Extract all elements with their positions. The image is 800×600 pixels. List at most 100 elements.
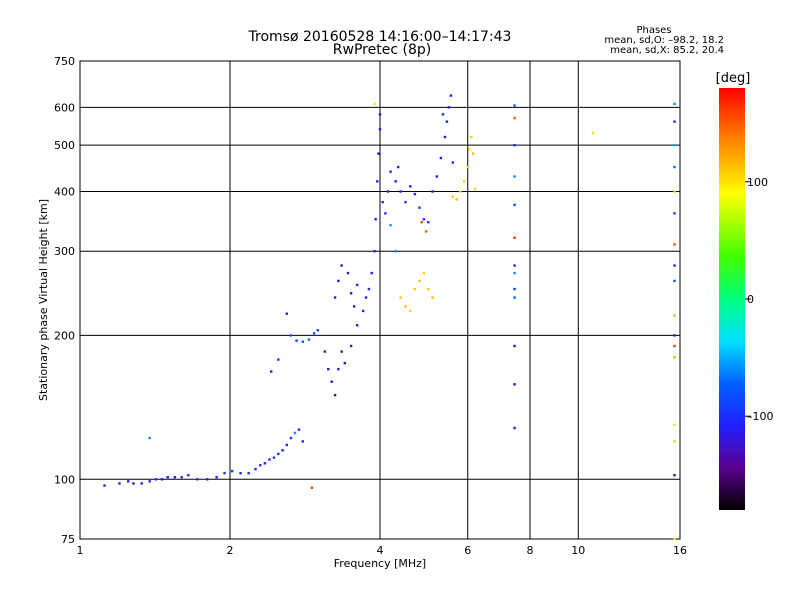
data-point xyxy=(513,426,516,430)
data-point xyxy=(673,102,676,106)
data-point xyxy=(239,471,242,475)
data-point xyxy=(513,203,516,207)
data-point xyxy=(180,476,183,479)
data-point xyxy=(451,161,455,164)
data-point xyxy=(409,185,412,188)
data-point xyxy=(166,476,169,479)
data-point xyxy=(513,236,516,240)
data-point xyxy=(591,131,595,135)
stats-line-o: mean, sd,O: –98.2, 18.2 xyxy=(604,35,724,46)
data-point xyxy=(513,383,516,386)
data-point xyxy=(367,287,371,291)
data-point xyxy=(673,212,676,215)
data-point xyxy=(254,467,257,471)
x-tick-label: 8 xyxy=(527,544,534,557)
data-point xyxy=(404,200,407,204)
data-point xyxy=(316,329,319,332)
data-point xyxy=(272,456,276,459)
data-point xyxy=(389,170,392,173)
x-tick-label: 2 xyxy=(227,544,234,557)
data-point xyxy=(673,314,676,317)
data-point xyxy=(277,358,280,361)
data-point xyxy=(673,165,676,169)
data-point xyxy=(422,218,426,221)
data-point xyxy=(399,296,402,299)
y-axis-label: Stationary phase Virtual Height [km] xyxy=(37,199,50,401)
colorbar xyxy=(719,88,745,510)
data-point xyxy=(160,478,164,481)
data-point xyxy=(148,436,151,440)
data-point xyxy=(355,324,359,327)
data-point xyxy=(301,440,305,443)
data-point xyxy=(310,486,314,489)
x-tick-label: 1 xyxy=(77,544,84,557)
data-point xyxy=(389,224,392,227)
data-point xyxy=(673,143,676,147)
data-point xyxy=(346,271,350,275)
data-point xyxy=(205,478,209,481)
data-point xyxy=(277,452,280,456)
data-point xyxy=(268,458,271,461)
data-point xyxy=(413,192,417,196)
data-point xyxy=(373,102,376,106)
chart-subtitle: RwPretec (8p) xyxy=(333,42,431,58)
data-point xyxy=(468,148,471,151)
data-point xyxy=(435,175,438,178)
data-point xyxy=(333,296,337,299)
data-point xyxy=(445,120,449,123)
colorbar-tick-label: 0 xyxy=(747,293,754,306)
data-point xyxy=(118,482,121,485)
data-point xyxy=(374,218,377,221)
data-point xyxy=(673,423,676,427)
y-tick-label: 75 xyxy=(61,533,75,546)
data-point xyxy=(441,113,445,116)
data-point xyxy=(673,334,676,337)
data-point xyxy=(418,279,421,283)
data-point xyxy=(352,305,356,308)
data-point xyxy=(418,206,421,209)
data-point xyxy=(327,367,330,371)
data-point xyxy=(439,156,443,160)
data-point xyxy=(386,190,390,193)
data-point xyxy=(378,127,382,131)
data-point xyxy=(337,279,340,283)
data-point xyxy=(307,338,311,341)
stats-line-x: mean, sd,X: 85.2, 20.4 xyxy=(610,45,724,56)
x-tick-label: 6 xyxy=(464,544,471,557)
data-point xyxy=(289,334,293,337)
data-point xyxy=(673,190,676,193)
x-tick-label: 10 xyxy=(571,544,585,557)
data-point xyxy=(196,478,199,481)
data-point xyxy=(413,287,417,291)
data-points xyxy=(103,94,676,541)
data-point xyxy=(443,135,447,139)
data-point xyxy=(404,305,407,308)
colorbar-ticks: –100 0 100 xyxy=(745,176,774,423)
data-point xyxy=(459,190,462,193)
data-point xyxy=(422,271,426,275)
data-point xyxy=(223,471,226,475)
data-point xyxy=(230,469,234,473)
data-point xyxy=(337,367,340,371)
data-point xyxy=(451,195,455,198)
x-ticks: 1 2 4 6 8 10 16 xyxy=(77,544,688,557)
data-point xyxy=(381,200,384,204)
data-point xyxy=(263,462,267,465)
data-point xyxy=(394,180,397,183)
data-point xyxy=(513,175,516,178)
colorbar-tick-label: 100 xyxy=(747,176,768,189)
data-point xyxy=(187,473,190,477)
data-point xyxy=(173,476,177,479)
data-point xyxy=(295,339,298,342)
stats-heading: Phases xyxy=(636,25,671,36)
y-tick-label: 400 xyxy=(54,185,75,198)
data-point xyxy=(281,449,284,452)
data-point xyxy=(455,198,458,201)
data-point xyxy=(462,180,466,183)
data-point xyxy=(349,292,353,295)
data-point xyxy=(132,482,135,485)
data-point xyxy=(513,296,516,299)
data-point xyxy=(427,221,430,224)
data-point xyxy=(673,279,676,283)
